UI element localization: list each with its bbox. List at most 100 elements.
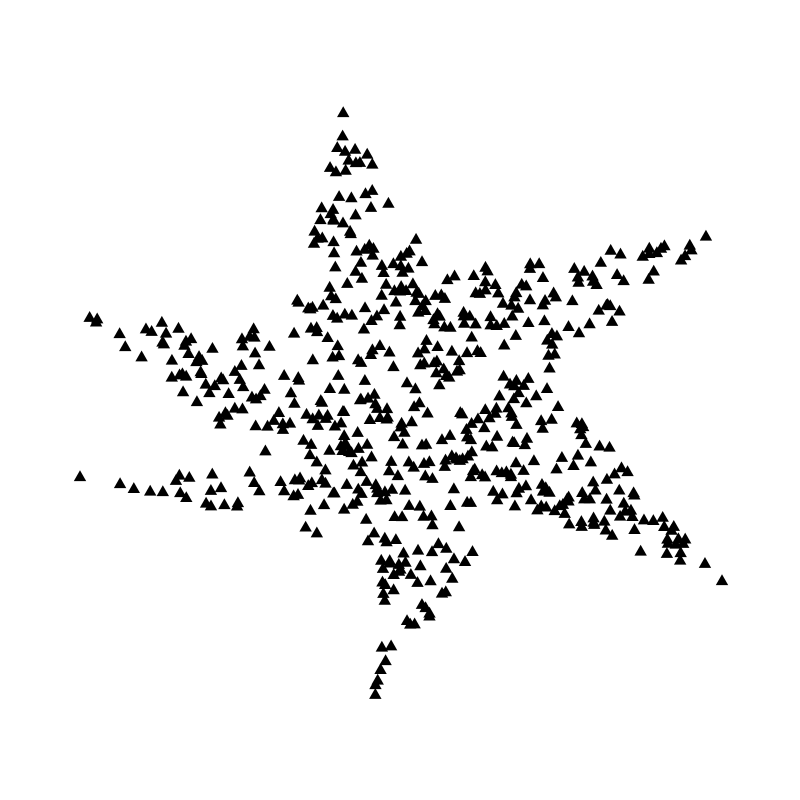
data-point — [479, 283, 492, 295]
data-point — [538, 314, 551, 326]
data-point — [414, 559, 427, 571]
data-point — [608, 467, 621, 479]
data-point — [439, 561, 453, 573]
data-point — [643, 241, 656, 253]
data-point — [277, 369, 291, 380]
data-point — [172, 321, 185, 333]
data-point — [405, 415, 418, 427]
data-point — [305, 476, 319, 488]
data-point — [654, 241, 668, 253]
data-point — [135, 350, 148, 362]
data-point — [359, 512, 373, 524]
data-point — [395, 416, 408, 428]
data-point — [465, 417, 478, 428]
data-point — [274, 475, 287, 487]
data-point — [587, 511, 600, 523]
data-point — [673, 553, 687, 565]
data-point — [192, 350, 206, 362]
data-point — [399, 555, 412, 567]
data-point — [233, 373, 247, 384]
data-point — [486, 440, 499, 452]
data-point — [73, 470, 87, 482]
data-point — [411, 346, 425, 358]
data-point — [444, 499, 457, 510]
data-point — [413, 499, 427, 511]
data-point — [314, 394, 327, 405]
data-point — [366, 184, 379, 195]
data-point — [374, 663, 387, 674]
data-point — [371, 481, 384, 493]
data-point — [619, 504, 632, 516]
data-point — [656, 510, 669, 522]
data-point — [203, 386, 216, 398]
data-point — [334, 416, 348, 428]
data-point — [478, 421, 491, 433]
data-point — [199, 377, 212, 389]
data-point — [380, 402, 394, 414]
data-point — [323, 382, 337, 394]
data-point — [231, 496, 245, 508]
data-point — [414, 358, 427, 370]
data-point — [337, 502, 351, 514]
data-point — [328, 486, 341, 498]
data-point — [418, 342, 431, 354]
data-point — [369, 678, 382, 690]
data-point — [393, 309, 407, 321]
data-point — [352, 482, 365, 494]
data-point — [387, 430, 401, 442]
data-point — [317, 298, 330, 310]
data-point — [385, 454, 398, 466]
data-point — [319, 412, 332, 423]
data-point — [411, 576, 424, 587]
data-point — [235, 359, 248, 370]
data-point — [551, 400, 565, 411]
data-point — [310, 321, 323, 333]
data-point — [449, 451, 463, 463]
data-point — [336, 129, 349, 141]
data-point — [329, 165, 343, 177]
data-point — [506, 435, 519, 447]
data-point — [387, 568, 400, 579]
data-point — [292, 473, 306, 485]
data-point — [338, 307, 352, 319]
data-point — [512, 386, 525, 398]
data-point — [411, 543, 425, 555]
data-point — [502, 401, 515, 413]
data-point — [435, 586, 449, 598]
data-point — [515, 277, 528, 289]
data-point — [176, 385, 190, 397]
data-point — [366, 157, 379, 169]
data-point — [435, 433, 449, 445]
data-point — [398, 483, 412, 495]
data-point — [219, 406, 232, 418]
data-point — [454, 406, 467, 418]
data-point — [570, 416, 583, 428]
data-point — [438, 460, 451, 471]
data-point — [444, 320, 457, 332]
data-point — [589, 483, 602, 495]
data-point — [522, 372, 535, 383]
data-point — [509, 456, 523, 468]
data-point — [539, 481, 552, 493]
data-point — [438, 291, 452, 303]
data-point — [458, 555, 472, 567]
data-point — [571, 270, 585, 282]
data-point — [550, 462, 563, 474]
data-point — [319, 463, 332, 475]
data-point — [366, 248, 379, 260]
data-point — [594, 255, 607, 267]
data-point — [548, 347, 561, 359]
data-point — [647, 264, 660, 276]
data-point — [143, 484, 157, 496]
data-point — [365, 450, 378, 462]
data-point — [182, 347, 195, 358]
data-point — [479, 260, 492, 272]
data-point — [382, 464, 396, 476]
data-point — [507, 392, 521, 404]
data-point — [367, 526, 381, 538]
data-point — [599, 523, 612, 535]
data-point — [297, 433, 310, 445]
data-point — [642, 272, 655, 284]
